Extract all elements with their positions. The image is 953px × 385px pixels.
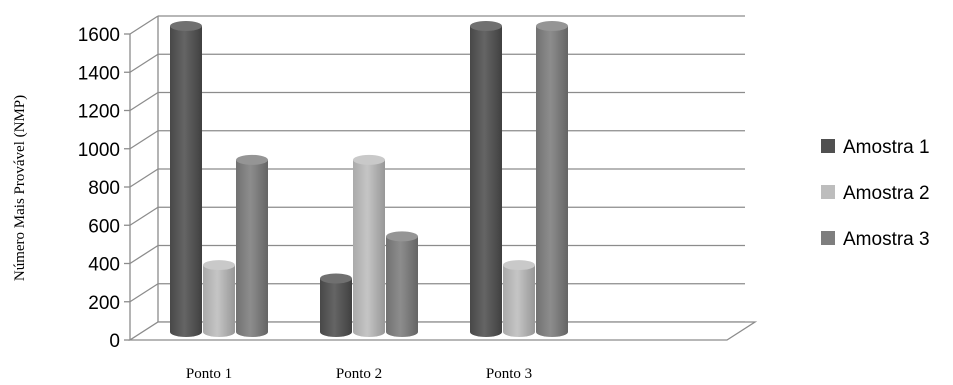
legend: Amostra 1 Amostra 2 Amostra 3 <box>821 137 930 250</box>
bar-ponto-1-amostra-3 <box>236 154 268 337</box>
x-category-label: Ponto 2 <box>336 366 382 382</box>
legend-label: Amostra 2 <box>843 183 930 204</box>
y-tick-label: 1400 <box>78 63 120 84</box>
y-tick-label: 400 <box>88 255 120 276</box>
legend-swatch <box>821 231 835 245</box>
bar-ponto-2-amostra-3 <box>386 231 418 337</box>
legend-label: Amostra 1 <box>843 137 930 158</box>
bars <box>170 21 568 337</box>
gridline-side <box>129 206 159 226</box>
gridline-side <box>129 283 159 303</box>
y-tick-label: 1600 <box>78 25 120 46</box>
bar-ponto-3-amostra-2 <box>503 260 535 337</box>
x-category-label: Ponto 1 <box>186 366 232 382</box>
y-axis-ticks: 0 200 400 600 800 1000 1200 1400 1600 <box>78 25 130 352</box>
y-tick-label: 1000 <box>78 140 120 161</box>
gridline-side <box>129 53 159 73</box>
chart-floor <box>127 321 758 341</box>
y-tick-label: 1200 <box>78 102 120 123</box>
gridline-side <box>129 130 159 150</box>
y-axis-label: Número Mais Provável (NMP) <box>12 95 28 281</box>
gridline-side <box>129 244 159 265</box>
bar-ponto-1-amostra-2 <box>203 260 235 337</box>
y-tick-label: 200 <box>88 293 120 314</box>
bar-ponto-3-amostra-1 <box>470 21 502 337</box>
bar-ponto-2-amostra-1 <box>320 273 352 337</box>
gridline-side <box>129 15 159 35</box>
gridline-side <box>129 91 159 112</box>
bar-ponto-2-amostra-2 <box>353 154 385 337</box>
legend-swatch <box>821 139 835 153</box>
legend-label: Amostra 3 <box>843 229 930 250</box>
legend-swatch <box>821 185 835 199</box>
y-tick-label: 800 <box>88 178 120 199</box>
x-axis-categories: Ponto 1 Ponto 2 Ponto 3 <box>186 366 532 382</box>
x-category-label: Ponto 3 <box>486 366 532 382</box>
bar-ponto-3-amostra-3 <box>536 21 568 337</box>
y-tick-label: 0 <box>109 331 120 352</box>
y-tick-label: 600 <box>88 216 120 237</box>
bar-ponto-1-amostra-1 <box>170 21 202 337</box>
gridline-side <box>129 168 159 188</box>
